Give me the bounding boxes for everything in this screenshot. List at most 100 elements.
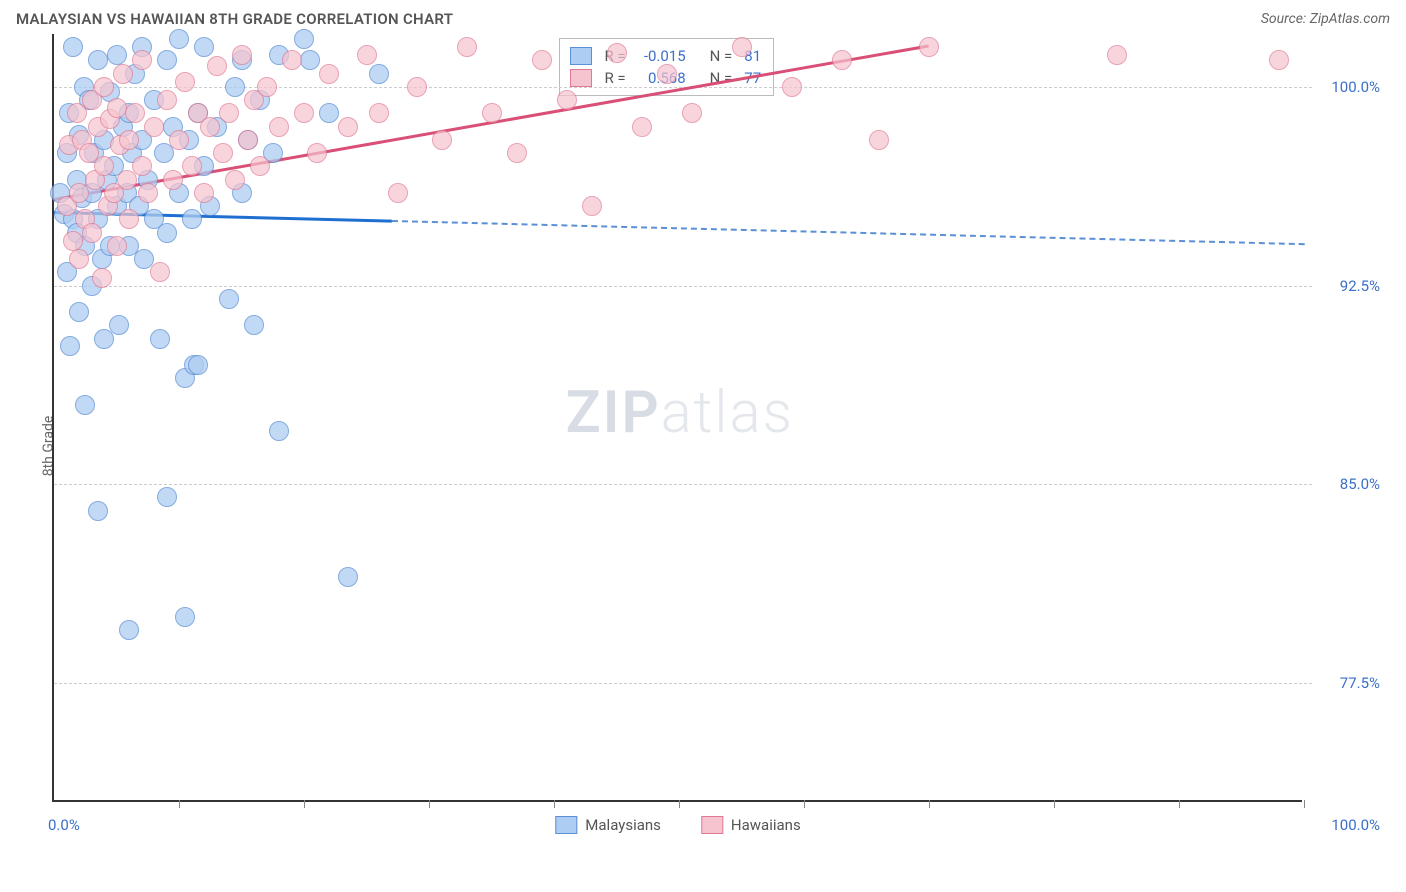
- data-point: [238, 130, 258, 150]
- data-point: [157, 487, 177, 507]
- data-point: [244, 315, 264, 335]
- x-tick: [804, 800, 805, 808]
- data-point: [338, 117, 358, 137]
- data-point: [163, 170, 183, 190]
- series-legend: Malaysians Hawaiians: [555, 816, 800, 834]
- data-point: [782, 77, 802, 97]
- data-point: [194, 37, 214, 57]
- y-tick-label: 77.5%: [1340, 674, 1380, 692]
- data-point: [232, 45, 252, 65]
- data-point: [369, 103, 389, 123]
- data-point: [88, 50, 108, 70]
- data-point: [282, 50, 302, 70]
- data-point: [107, 45, 127, 65]
- data-point: [88, 501, 108, 521]
- data-point: [94, 156, 114, 176]
- data-point: [607, 43, 627, 63]
- data-point: [250, 156, 270, 176]
- data-point: [125, 103, 145, 123]
- legend-label: Malaysians: [585, 816, 661, 834]
- data-point: [169, 130, 189, 150]
- trend-line: [391, 220, 1304, 245]
- data-point: [632, 117, 652, 137]
- data-point: [82, 223, 102, 243]
- data-point: [219, 103, 239, 123]
- data-point: [357, 45, 377, 65]
- data-point: [144, 117, 164, 137]
- data-point: [507, 143, 527, 163]
- chart-title: MALAYSIAN VS HAWAIIAN 8TH GRADE CORRELAT…: [16, 10, 453, 28]
- x-tick: [679, 800, 680, 808]
- watermark: ZIPatlas: [566, 379, 794, 447]
- n-label: N =: [694, 47, 733, 65]
- r-label: R =: [600, 69, 625, 87]
- legend-swatch: [570, 47, 592, 65]
- data-point: [175, 607, 195, 627]
- data-point: [75, 395, 95, 415]
- data-point: [63, 37, 83, 57]
- data-point: [157, 223, 177, 243]
- data-point: [294, 103, 314, 123]
- data-point: [432, 130, 452, 150]
- data-point: [150, 329, 170, 349]
- data-point: [169, 29, 189, 49]
- data-point: [582, 196, 602, 216]
- data-point: [919, 37, 939, 57]
- data-point: [194, 183, 214, 203]
- x-tick: [429, 800, 430, 808]
- data-point: [269, 117, 289, 137]
- data-point: [213, 143, 233, 163]
- data-point: [63, 231, 83, 251]
- chart-source: Source: ZipAtlas.com: [1261, 11, 1390, 27]
- data-point: [157, 50, 177, 70]
- data-point: [113, 64, 133, 84]
- legend-item: Hawaiians: [701, 816, 801, 834]
- x-tick: [1179, 800, 1180, 808]
- data-point: [69, 249, 89, 269]
- data-point: [369, 64, 389, 84]
- data-point: [119, 209, 139, 229]
- data-point: [69, 183, 89, 203]
- data-point: [532, 50, 552, 70]
- chart-wrap: ZIPatlas R =-0.015N =81R =0.568N =77 0.0…: [52, 34, 1390, 802]
- data-point: [338, 567, 358, 587]
- data-point: [732, 37, 752, 57]
- data-point: [92, 268, 112, 288]
- y-tick-label: 100.0%: [1331, 78, 1380, 96]
- data-point: [182, 209, 202, 229]
- gridline: [54, 286, 1312, 287]
- legend-label: Hawaiians: [731, 816, 801, 834]
- data-point: [557, 90, 577, 110]
- data-point: [219, 289, 239, 309]
- x-tick: [1304, 800, 1305, 808]
- data-point: [109, 315, 129, 335]
- watermark-bold: ZIP: [566, 379, 661, 447]
- data-point: [657, 64, 677, 84]
- gridline: [54, 683, 1312, 684]
- r-value: -0.015: [634, 47, 686, 65]
- legend-swatch: [701, 816, 723, 834]
- data-point: [869, 130, 889, 150]
- data-point: [94, 77, 114, 97]
- gridline: [54, 484, 1312, 485]
- data-point: [107, 236, 127, 256]
- data-point: [188, 355, 208, 375]
- data-point: [157, 90, 177, 110]
- x-axis-max-label: 100.0%: [1331, 816, 1380, 834]
- data-point: [207, 56, 227, 76]
- data-point: [269, 421, 289, 441]
- data-point: [482, 103, 502, 123]
- data-point: [257, 77, 277, 97]
- data-point: [69, 302, 89, 322]
- data-point: [182, 156, 202, 176]
- data-point: [175, 72, 195, 92]
- y-tick-label: 92.5%: [1340, 277, 1380, 295]
- legend-item: Malaysians: [555, 816, 661, 834]
- x-tick: [929, 800, 930, 808]
- data-point: [319, 103, 339, 123]
- legend-swatch: [570, 69, 592, 87]
- data-point: [132, 156, 152, 176]
- x-tick: [179, 800, 180, 808]
- x-tick: [304, 800, 305, 808]
- data-point: [457, 37, 477, 57]
